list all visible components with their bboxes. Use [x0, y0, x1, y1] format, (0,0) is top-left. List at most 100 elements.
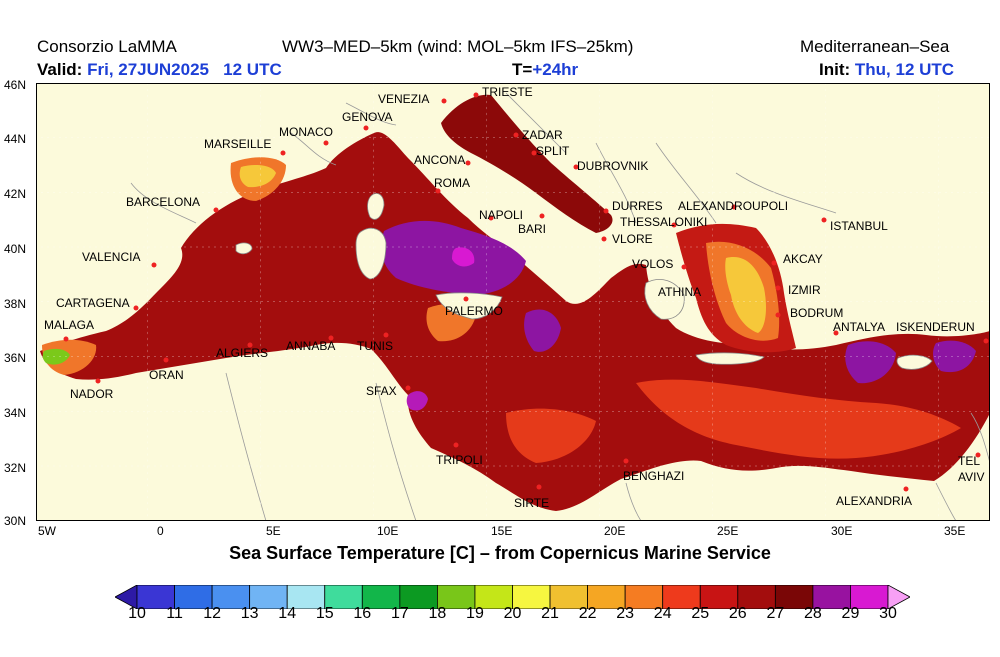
- city-label: ROMA: [434, 176, 470, 190]
- city-label: TRIPOLI: [436, 453, 483, 467]
- city-roma: ROMA: [434, 176, 470, 194]
- colorbar-label: 20: [503, 605, 522, 622]
- city-benghazi: BENGHAZI: [623, 458, 684, 483]
- colorbar-segment: [324, 585, 363, 609]
- colorbar-label: 27: [766, 605, 785, 622]
- lon-tick: 10E: [377, 524, 399, 538]
- city-durres: DURRES: [603, 199, 663, 214]
- init-value: Thu, 12 UTC: [854, 60, 955, 79]
- lat-tick: 40N: [4, 242, 27, 256]
- city-marseille: MARSEILLE: [204, 137, 286, 156]
- city-tripoli: TRIPOLI: [436, 442, 483, 467]
- map-title: Sea Surface Temperature [C] – from Coper…: [229, 543, 771, 563]
- city-akcay: AKCAY: [771, 252, 823, 266]
- colorbar-label: 18: [428, 605, 447, 622]
- lat-tick: 30N: [4, 514, 27, 528]
- lat-tick: 38N: [4, 297, 27, 311]
- city-bodrum: BODRUM: [775, 306, 843, 320]
- city-label: SPLIT: [536, 144, 570, 158]
- colorbar-label: 25: [691, 605, 710, 622]
- city-label: ANCONA: [414, 153, 465, 167]
- city-label: MARSEILLE: [204, 137, 271, 151]
- valid-date: Fri, 27JUN2025: [87, 60, 209, 79]
- lat-tick: 36N: [4, 351, 27, 365]
- city-dubrovnik: DUBROVNIK: [573, 159, 648, 173]
- city-vlore: VLORE: [601, 232, 653, 246]
- colorbar-label: 11: [166, 605, 183, 622]
- lead-line: T=+24hr: [512, 60, 578, 80]
- city-split: SPLIT: [531, 144, 570, 158]
- city-trieste: TRIESTE: [473, 85, 533, 99]
- city-label: BODRUM: [790, 306, 843, 320]
- colorbar-segment: [399, 585, 438, 609]
- colorbar-label: 30: [879, 605, 897, 622]
- colorbar-segment: [286, 585, 326, 609]
- lon-tick: 0: [157, 524, 164, 538]
- colorbar-label: 10: [128, 605, 146, 622]
- city-bari: BARI: [518, 213, 546, 236]
- city-label: ISKENDERUN: [896, 320, 975, 334]
- init-line: Init: Thu, 12 UTC: [819, 60, 954, 80]
- city-label: MALAGA: [44, 318, 94, 332]
- colorbar-label: 22: [578, 605, 597, 622]
- lat-tick: 42N: [4, 187, 27, 201]
- city-athina: ATHINA: [658, 285, 701, 299]
- lead-label: T=: [512, 60, 533, 79]
- colorbar-label: 24: [653, 605, 672, 622]
- sst-map[interactable]: VENEZIA TRIESTE GENOVA MONACO MARSEILLE …: [36, 83, 990, 521]
- valid-label: Valid:: [37, 60, 83, 79]
- city-label: SIRTE: [514, 496, 549, 510]
- city-label: VOLOS: [632, 257, 673, 271]
- city-tunis: TUNIS: [357, 332, 393, 353]
- valid-time: 12 UTC: [223, 60, 282, 79]
- lead-value: +24hr: [532, 60, 579, 79]
- city-palermo: PALERMO: [445, 296, 503, 318]
- city-label: GENOVA: [342, 110, 392, 124]
- city-algiers: ALGIERS: [216, 342, 268, 360]
- city-label: THESSALONIKI: [620, 215, 707, 229]
- city-label: ORAN: [149, 368, 184, 382]
- colorbar-segment: [624, 585, 664, 609]
- lon-tick: 5W: [38, 524, 56, 538]
- city-sirte: SIRTE: [514, 484, 549, 510]
- colorbar-label: 15: [315, 605, 334, 622]
- header-org: Consorzio LaMMA: [37, 37, 177, 56]
- city-alexandria: ALEXANDRIA: [836, 486, 912, 508]
- city-zadar: ZADAR: [513, 128, 563, 142]
- city-label: MONACO: [279, 125, 333, 139]
- map-frame: [36, 83, 990, 521]
- city-antalya: ANTALYA: [833, 320, 885, 336]
- city-thessaloniki: THESSALONIKI: [620, 215, 707, 229]
- city-venezia: VENEZIA: [378, 92, 447, 106]
- city-label: ANTALYA: [833, 320, 885, 334]
- header-model: WW3–MED–5km (wind: MOL–5km IFS–25km): [282, 37, 634, 56]
- graticule: [36, 83, 990, 521]
- colorbar-label: 12: [203, 605, 221, 622]
- city-label: ANNABA: [286, 339, 335, 353]
- header-region: Mediterranean–Sea: [800, 37, 950, 56]
- city-izmir: IZMIR: [775, 283, 821, 297]
- city-label: ALEXANDROUPOLI: [678, 199, 788, 213]
- colorbar-segment: [699, 585, 739, 609]
- colorbar-label: 16: [353, 605, 372, 622]
- city-malaga: MALAGA: [44, 318, 94, 342]
- colorbar-label: 21: [541, 605, 559, 622]
- city-label: AVIV: [958, 470, 984, 484]
- colorbar-segment: [774, 585, 814, 609]
- colorbar-segment: [174, 585, 213, 609]
- colorbar-label: 26: [728, 605, 747, 622]
- city-tel-aviv: TEL AVIV: [958, 452, 984, 484]
- colorbar-segment: [587, 585, 626, 609]
- city-volos: VOLOS: [632, 257, 687, 271]
- lat-tick: 46N: [4, 78, 27, 92]
- lat-tick: 32N: [4, 461, 27, 475]
- colorbar-label: 19: [466, 605, 484, 622]
- colorbar-label: 29: [841, 605, 860, 622]
- city-genova: GENOVA: [342, 110, 392, 131]
- city-label: PALERMO: [445, 304, 503, 318]
- city-sfax: SFAX: [366, 384, 411, 398]
- city-label: SFAX: [366, 384, 397, 398]
- colorbar-label: 14: [278, 605, 297, 622]
- city-label: VENEZIA: [378, 92, 429, 106]
- city-valencia: VALENCIA: [82, 250, 157, 268]
